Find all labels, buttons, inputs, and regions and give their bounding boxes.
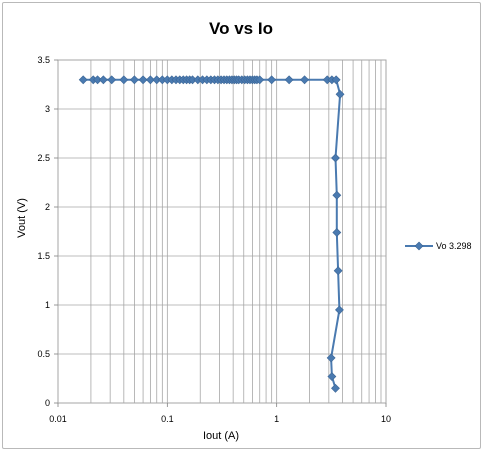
plot-area	[57, 59, 387, 404]
data-point	[255, 75, 265, 85]
data-point	[78, 75, 88, 85]
data-point	[98, 75, 108, 85]
data-point	[327, 372, 337, 381]
y-tick-label: 0	[45, 398, 50, 408]
data-point	[300, 75, 310, 85]
data-point	[335, 305, 344, 315]
y-tick-label: 1	[45, 300, 50, 310]
data-point	[331, 153, 340, 163]
legend-label: Vo 3.298	[436, 241, 472, 251]
x-tick-label: 0.01	[49, 414, 67, 424]
data-point	[93, 75, 102, 85]
legend-marker-swatch	[414, 241, 424, 251]
data-point	[335, 89, 345, 99]
chart-svg: Vo vs Io 0 0.5 1 1.5 2 2.5 3 3.5 0.01 0.1 1 10 Vout…	[16, 19, 472, 442]
data-point	[331, 75, 341, 85]
y-tick-label: 3.5	[37, 55, 50, 65]
data-point	[107, 75, 117, 85]
x-axis-title: Iout (A)	[203, 430, 239, 442]
data-point	[267, 75, 277, 85]
y-tick-label: 3	[45, 104, 50, 114]
chart-title: Vo vs Io	[209, 19, 273, 38]
x-tick-label: 10	[381, 414, 391, 424]
y-tick-label: 1.5	[37, 251, 50, 261]
y-tick-label: 2.5	[37, 153, 50, 163]
series-line	[83, 78, 342, 389]
data-point	[331, 383, 340, 393]
data-point	[332, 190, 342, 200]
y-tick-label: 0.5	[37, 349, 50, 359]
data-point	[145, 75, 155, 85]
data-point	[332, 228, 342, 237]
data-point	[326, 353, 336, 363]
data-point	[129, 75, 139, 85]
legend: Vo 3.298	[405, 241, 472, 251]
x-tick-label: 0.1	[161, 414, 174, 424]
y-axis-title: Vout (V)	[16, 198, 28, 238]
y-tick-label: 2	[45, 202, 50, 212]
x-tick-label: 1	[274, 414, 279, 424]
data-point	[284, 75, 294, 85]
data-point	[138, 75, 148, 85]
data-point	[333, 266, 343, 276]
data-point	[119, 75, 129, 85]
